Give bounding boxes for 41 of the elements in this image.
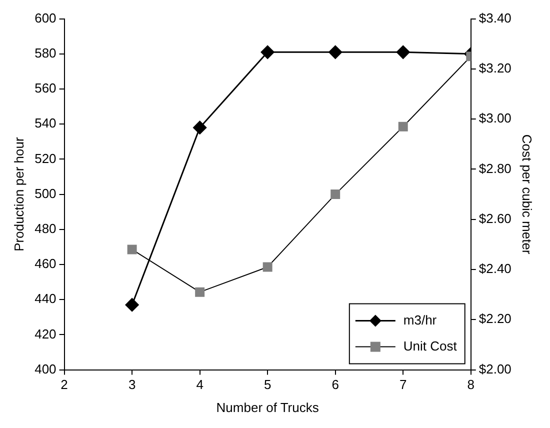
point	[262, 262, 272, 272]
x-tick-label: 4	[196, 377, 204, 392]
point	[193, 120, 207, 134]
x-tick-label: 6	[332, 377, 339, 392]
y2-tick-label: $3.20	[478, 60, 512, 76]
y-tick-label: 540	[34, 116, 56, 131]
point	[127, 244, 137, 254]
y2-axis-title: Cost per cubic meter	[520, 134, 535, 255]
x-tick-label: 7	[399, 377, 407, 392]
y-tick-label: 460	[34, 256, 56, 272]
y-tick-label: 520	[34, 150, 56, 166]
x-tick-label: 3	[128, 377, 136, 392]
x-tick-label: 8	[467, 377, 474, 392]
y-axis-title: Production per hour	[11, 136, 26, 252]
y2-tick-label: $2.00	[478, 361, 512, 376]
y-tick-label: 500	[34, 186, 56, 201]
y2-tick-label: $2.80	[478, 160, 512, 176]
x-axis-title: Number of Trucks	[216, 400, 320, 415]
point	[195, 287, 205, 297]
x-tick-label: 2	[60, 377, 68, 392]
y-tick-label: 400	[34, 361, 56, 376]
y-tick-label: 580	[34, 45, 56, 60]
y2-tick-label: $2.20	[478, 311, 512, 326]
point	[398, 122, 408, 132]
y-tick-label: 600	[34, 10, 56, 26]
y2-tick-label: $3.40	[478, 10, 512, 26]
x-tick-label: 5	[264, 377, 272, 392]
point	[330, 190, 340, 200]
y2-tick-label: $2.60	[478, 210, 512, 226]
point	[328, 45, 342, 59]
point	[396, 45, 410, 59]
y-tick-label: 480	[34, 220, 56, 236]
legend-label: m3/hr	[403, 312, 438, 328]
y2-tick-label: $2.40	[478, 261, 512, 276]
point	[260, 45, 274, 59]
legend-label: Unit Cost	[403, 338, 458, 354]
y-tick-label: 440	[34, 291, 56, 306]
point	[125, 298, 139, 312]
y2-tick-label: $3.00	[478, 110, 512, 126]
y-tick-label: 560	[34, 80, 56, 96]
y-tick-label: 420	[34, 326, 56, 342]
